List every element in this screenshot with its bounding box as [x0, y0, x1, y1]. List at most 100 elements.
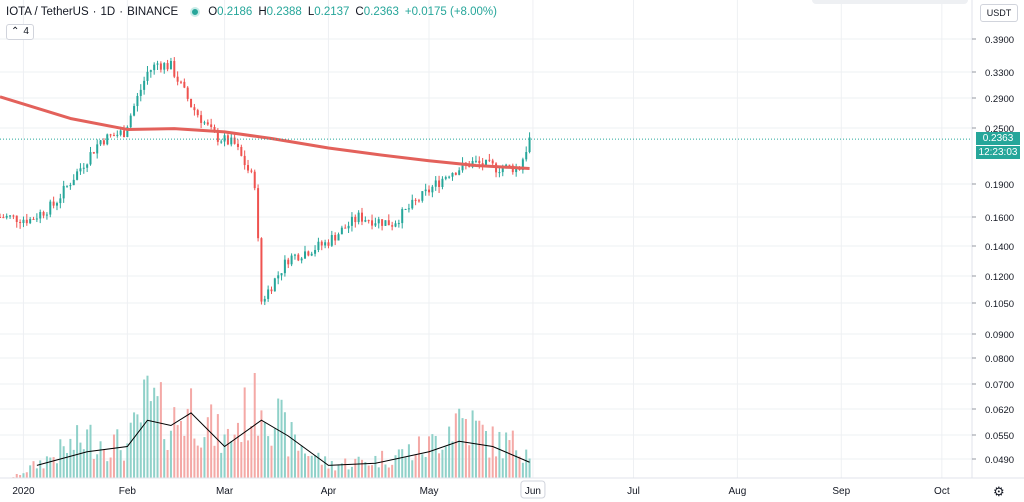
- settings-gear-icon[interactable]: ⚙: [993, 484, 1005, 499]
- candle-body: [159, 63, 162, 70]
- candle-body: [156, 63, 159, 65]
- moving-average-line: [0, 95, 530, 170]
- close-label: C: [355, 6, 364, 18]
- candle-body: [92, 152, 95, 154]
- candle-body: [297, 254, 300, 261]
- volume-bar: [364, 462, 367, 478]
- volume-bar: [153, 387, 156, 478]
- candle-body: [220, 141, 223, 143]
- volume-bar: [226, 428, 229, 478]
- time-tick-label: Feb: [119, 486, 137, 497]
- volume-bar: [220, 452, 223, 478]
- current-date-marker: [520, 480, 546, 499]
- volume-bar: [468, 445, 471, 478]
- price-tick-label: 0.1600: [985, 213, 1014, 224]
- volume-bar: [35, 468, 38, 478]
- volume-bar: [498, 431, 501, 478]
- price-tick-label: 0.1200: [985, 272, 1014, 283]
- volume-bar: [196, 445, 199, 478]
- candle-body: [411, 199, 414, 209]
- candle-body: [102, 140, 105, 145]
- candle-body: [19, 221, 22, 224]
- volume-bar: [421, 454, 424, 478]
- price-tick-label: 0.1900: [985, 180, 1014, 191]
- volume-bar: [15, 473, 18, 478]
- volume-bar: [528, 458, 531, 478]
- volume-bar: [25, 472, 28, 478]
- volume-bar: [72, 449, 75, 478]
- time-tick-label: May: [420, 486, 439, 497]
- volume-bar: [464, 418, 467, 478]
- volume-bar: [501, 458, 504, 478]
- candle-body: [374, 223, 377, 226]
- candle-body: [454, 172, 457, 175]
- volume-bar: [297, 450, 300, 478]
- top-toolbar-handle[interactable]: [812, 0, 968, 4]
- candle-body: [451, 172, 454, 177]
- candle-body: [133, 106, 136, 116]
- symbol-label[interactable]: IOTA / TetherUS: [6, 6, 89, 18]
- volume-bar: [169, 430, 172, 478]
- candle-body: [491, 160, 494, 164]
- volume-bar: [19, 475, 22, 478]
- candle-body: [448, 176, 451, 178]
- candle-body: [347, 225, 350, 229]
- indicators-toggle-button[interactable]: ⌃ 4: [6, 24, 34, 40]
- volume-bar: [521, 462, 524, 478]
- volume-bar: [310, 455, 313, 478]
- volume-bar: [223, 434, 226, 478]
- volume-bar: [99, 441, 102, 478]
- volume-bar: [206, 417, 209, 478]
- candle-body: [52, 201, 55, 206]
- volume-bar: [213, 445, 216, 478]
- volume-bar: [143, 379, 146, 478]
- volume-bar: [414, 454, 417, 478]
- volume-bar: [384, 464, 387, 478]
- currency-button[interactable]: USDT: [980, 4, 1018, 22]
- chart-grid: [0, 0, 972, 478]
- price-tick-label: 0.0800: [985, 354, 1014, 365]
- candle-body: [29, 218, 32, 224]
- candle-body: [310, 253, 313, 256]
- candle-body: [431, 186, 434, 193]
- time-tick-label: Aug: [728, 486, 746, 497]
- volume-bar: [112, 434, 115, 478]
- volume-bar: [240, 442, 243, 478]
- volume-ma-line: [36, 412, 530, 466]
- indicator-count: 4: [23, 26, 29, 37]
- candle-body: [280, 273, 283, 276]
- candle-body: [290, 255, 293, 265]
- volume-bar: [518, 456, 521, 478]
- candle-body: [354, 216, 357, 223]
- volume-bar: [347, 469, 350, 478]
- candle-body: [5, 215, 8, 218]
- volume-bar: [287, 456, 290, 478]
- candle-body: [407, 208, 410, 210]
- candle-body: [79, 168, 82, 172]
- volume-bar: [320, 464, 323, 478]
- price-tick-label: 0.0700: [985, 380, 1014, 391]
- volume-bars: [12, 373, 531, 478]
- candle-body: [230, 137, 233, 145]
- candle-body: [424, 189, 427, 192]
- candle-body: [82, 167, 85, 169]
- close-value: 0.2363: [363, 6, 399, 18]
- interval-label[interactable]: 1D: [100, 6, 116, 18]
- volume-bar: [424, 456, 427, 478]
- volume-bar: [431, 434, 434, 478]
- volume-bar: [133, 412, 136, 478]
- candle-body: [314, 249, 317, 254]
- volume-bar: [39, 460, 42, 478]
- candle-body: [186, 87, 189, 99]
- candle-body: [364, 220, 367, 222]
- candle-body: [183, 81, 186, 88]
- volume-bar: [290, 422, 293, 478]
- volume-bar: [354, 458, 357, 478]
- candle-body: [263, 298, 266, 302]
- volume-bar: [42, 468, 45, 478]
- candle-body: [334, 235, 337, 241]
- candle-body: [508, 164, 511, 166]
- volume-bar: [193, 438, 196, 478]
- candle-body: [257, 188, 260, 239]
